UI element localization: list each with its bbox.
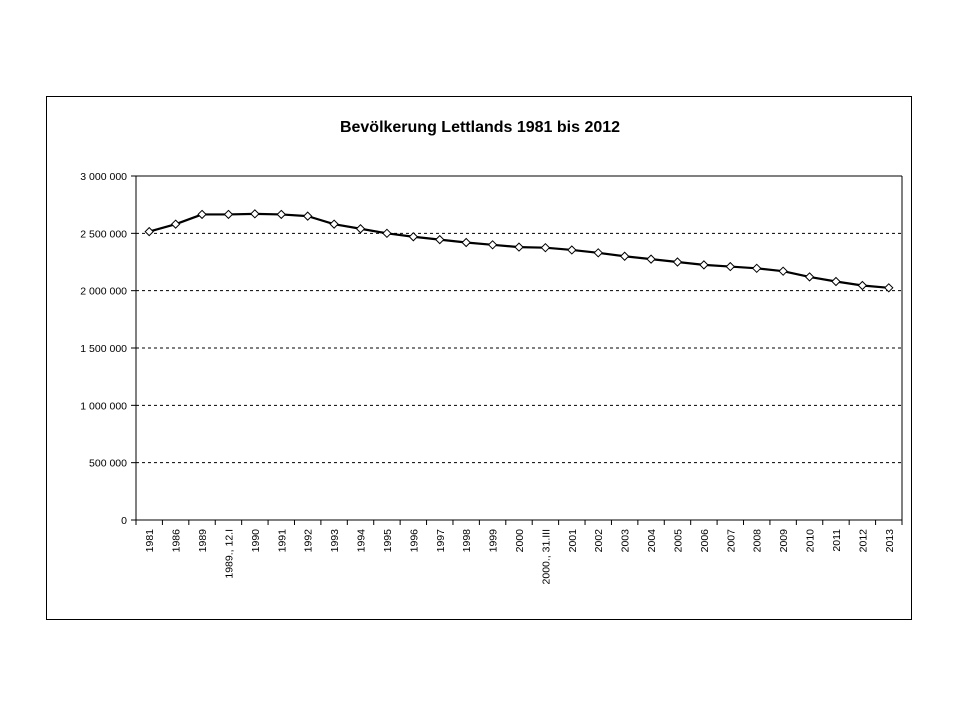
data-point-marker [778,266,788,276]
x-tick-label: 2008 [752,529,764,553]
data-point-marker [302,211,313,221]
data-point-marker [276,209,286,220]
x-tick-label: 1991 [276,529,288,553]
x-tick-label: 2003 [620,529,632,553]
x-tick-label: 1992 [303,529,315,553]
x-tick-label: 2000., 31.III [540,529,552,584]
x-tick-label: 2000 [514,529,526,553]
data-point-marker [646,254,656,264]
x-tick-label: 2012 [857,529,869,553]
chart-title: Bevölkerung Lettlands 1981 bis 2012 [340,119,620,136]
y-tick-label: 0 [121,515,127,527]
x-tick-label: 2004 [646,529,658,553]
x-tick-label: 2013 [884,529,896,553]
data-point-marker [487,240,498,250]
x-tick-label: 1997 [435,529,447,553]
data-point-marker [804,272,815,282]
x-tick-label: 2007 [725,529,737,553]
x-tick-label: 2002 [593,529,605,553]
data-point-marker [355,224,366,234]
y-tick-label: 2 500 000 [80,228,127,240]
axes [131,175,903,525]
x-tick-label: 1993 [329,529,341,553]
x-tick-label: 2001 [567,529,579,553]
x-tick-label: 1990 [250,529,262,553]
data-point-marker [884,283,894,293]
x-axis-tick-labels: 1981 1986 1989 1989., 12.I 1990 1991 1992 1993 1… [144,529,896,585]
data-point-marker [567,245,577,255]
data-point-marker [170,219,181,229]
x-tick-label: 2006 [699,529,711,553]
data-point-marker [435,234,445,245]
data-point-marker [197,209,207,220]
y-tick-label: 2 000 000 [80,286,127,298]
population-line-chart: Bevölkerung Lettlands 1981 bis 2012 0 500… [80,119,903,585]
x-tick-label: 1996 [408,529,420,553]
y-tick-label: 3 000 000 [80,171,127,183]
x-tick-label: 2011 [831,529,843,552]
x-tick-label: 1994 [356,529,368,553]
x-tick-label: 2010 [805,529,817,553]
data-point-marker [752,263,762,274]
data-point-marker [672,257,683,267]
data-point-marker [593,248,603,258]
x-tick-label: 1981 [144,529,156,553]
x-tick-label: 2005 [672,529,684,553]
data-point-marker [540,242,551,253]
data-point-marker [223,209,234,220]
x-tick-label: 1999 [488,529,500,553]
data-point-marker [725,261,736,272]
x-tick-label: 1995 [382,529,394,553]
x-tick-label: 1989., 12.I [223,529,235,579]
grid-lines [136,232,902,464]
data-point-marker [144,226,154,237]
x-tick-label: 1986 [171,529,183,553]
data-point-marker [619,251,630,261]
y-tick-label: 1 000 000 [80,400,127,412]
data-point-marker [408,232,419,242]
data-point-marker [857,280,868,291]
data-point-marker [329,219,339,229]
data-point-marker [250,209,260,219]
data-point-marker [382,228,392,239]
y-tick-label: 500 000 [89,458,127,470]
series-population [144,209,894,293]
data-point-marker [461,237,471,248]
y-tick-label: 1 500 000 [80,343,127,355]
data-point-marker [514,242,524,252]
data-point-marker [831,276,841,287]
x-tick-label: 1998 [461,529,473,553]
data-point-marker [699,260,709,270]
x-tick-label: 1989 [197,529,209,553]
x-tick-label: 2009 [778,529,790,553]
chart-frame: Bevölkerung Lettlands 1981 bis 2012 0 500… [46,96,912,620]
y-axis-tick-labels: 0 500 000 1 000 000 1 500 000 2 000 000 2 500… [80,171,127,527]
